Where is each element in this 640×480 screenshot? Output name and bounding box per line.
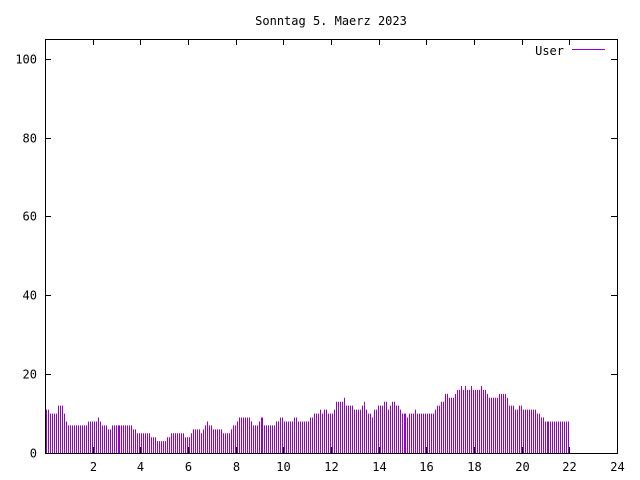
chart-title: Sonntag 5. Maerz 2023 xyxy=(255,14,407,28)
y-tick-label: 100 xyxy=(15,53,37,67)
x-tick-label: 22 xyxy=(562,460,576,474)
y-tick-label: 20 xyxy=(23,368,37,382)
y-tick-label: 60 xyxy=(23,210,37,224)
x-tick-label: 24 xyxy=(610,460,624,474)
x-tick-label: 4 xyxy=(137,460,144,474)
legend-label: User xyxy=(535,44,564,58)
x-tick-label: 2 xyxy=(90,460,97,474)
x-tick-label: 18 xyxy=(467,460,481,474)
y-tick-label: 40 xyxy=(23,289,37,303)
x-tick-label: 16 xyxy=(419,460,433,474)
legend: User xyxy=(535,44,605,58)
x-tick-label: 20 xyxy=(515,460,529,474)
x-tick-label: 6 xyxy=(185,460,192,474)
y-tick-label: 80 xyxy=(23,132,37,146)
series-bars xyxy=(46,385,569,453)
x-tick-label: 12 xyxy=(324,460,338,474)
x-tick-label: 10 xyxy=(276,460,290,474)
y-tick-label: 0 xyxy=(30,447,37,461)
x-tick-label: 14 xyxy=(372,460,386,474)
x-tick-label: 8 xyxy=(233,460,240,474)
plot-frame xyxy=(45,39,618,454)
